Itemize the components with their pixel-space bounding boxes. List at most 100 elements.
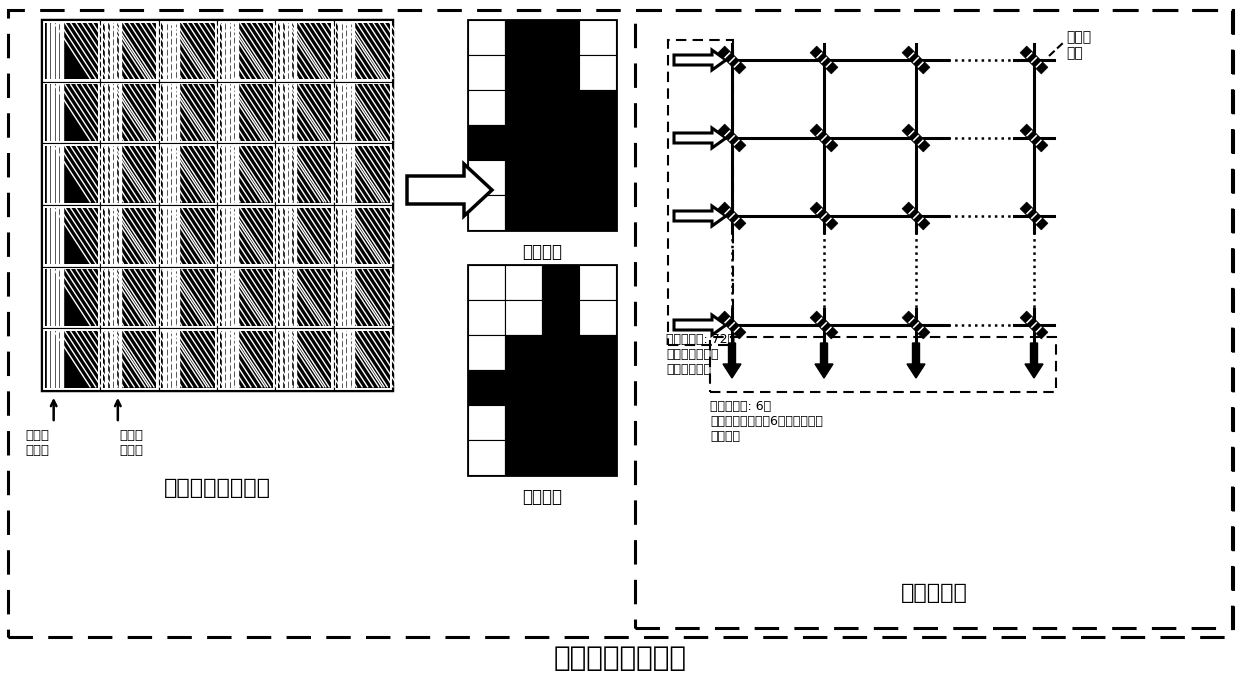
Bar [181,23,215,79]
Bar [505,90,542,125]
Bar [467,265,616,475]
Bar [298,331,331,387]
Bar [467,160,505,195]
Bar [159,205,217,267]
Bar [505,195,542,230]
FancyArrow shape [815,343,833,378]
Bar [103,146,123,203]
Bar [505,405,542,440]
Bar [275,205,334,267]
Text: 温度传
感单元: 温度传 感单元 [120,429,144,457]
Bar [336,146,356,203]
Bar [159,20,217,82]
Bar [467,300,505,335]
Bar [161,331,181,387]
Bar [542,405,579,440]
Bar [219,23,239,79]
Bar [45,207,64,264]
Bar [334,143,392,205]
Bar [161,269,181,326]
Bar [42,143,100,205]
Bar [123,84,156,141]
Bar [298,84,331,141]
Bar [103,331,123,387]
Bar [278,146,298,203]
Bar [505,160,542,195]
Bar [217,82,275,143]
Polygon shape [718,124,746,152]
Bar [635,10,1233,628]
Bar [505,440,542,475]
Bar [239,84,273,141]
Bar [505,20,542,55]
Bar [239,331,273,387]
Bar [64,269,98,326]
Bar [181,207,215,264]
Bar [123,23,156,79]
Bar [100,205,159,267]
Bar [467,335,505,370]
Bar [217,267,275,328]
Polygon shape [903,46,930,74]
Polygon shape [1021,46,1048,74]
Bar [123,146,156,203]
Bar [123,207,156,264]
Bar [161,207,181,264]
Bar [103,269,123,326]
Polygon shape [1021,202,1048,230]
Text: 输出（数量: 6）
判断目前状况属于6种不同的情况
中的一种: 输出（数量: 6） 判断目前状况属于6种不同的情况 中的一种 [711,400,823,443]
Bar [334,267,392,328]
Bar [334,205,392,267]
Bar [219,331,239,387]
Bar [278,331,298,387]
Bar [278,207,298,264]
FancyArrow shape [675,128,725,148]
Bar [103,84,123,141]
Bar [336,331,356,387]
Polygon shape [1021,124,1048,152]
Bar [100,82,159,143]
Bar [505,335,542,370]
Polygon shape [810,46,838,74]
Bar [334,82,392,143]
Polygon shape [718,46,746,74]
Bar [275,267,334,328]
Bar [42,267,100,328]
Bar [467,440,505,475]
FancyArrow shape [675,206,725,226]
Bar [334,328,392,390]
Bar [505,55,542,90]
Bar [542,440,579,475]
Polygon shape [903,124,930,152]
Bar [42,20,392,390]
FancyArrow shape [906,343,925,378]
Bar [278,269,298,326]
Bar [467,405,505,440]
Bar [467,55,505,90]
Bar [42,20,100,82]
Text: 压力传
感单元: 压力传 感单元 [26,429,50,457]
Bar [64,331,98,387]
Bar [42,328,100,390]
Bar [219,146,239,203]
Polygon shape [718,202,746,230]
Bar [579,405,616,440]
Bar [711,337,1056,392]
FancyArrow shape [1025,343,1043,378]
Bar [334,20,392,82]
Bar [467,265,505,300]
Bar [217,143,275,205]
Bar [161,84,181,141]
Bar [542,335,579,370]
Bar [356,331,389,387]
Bar [542,90,579,125]
Bar [542,265,579,300]
Bar [217,205,275,267]
Bar [103,207,123,264]
Polygon shape [810,124,838,152]
Text: 多模态智能传感器: 多模态智能传感器 [553,644,687,672]
Bar [239,146,273,203]
Bar [181,146,215,203]
Bar [217,328,275,390]
Bar [336,269,356,326]
